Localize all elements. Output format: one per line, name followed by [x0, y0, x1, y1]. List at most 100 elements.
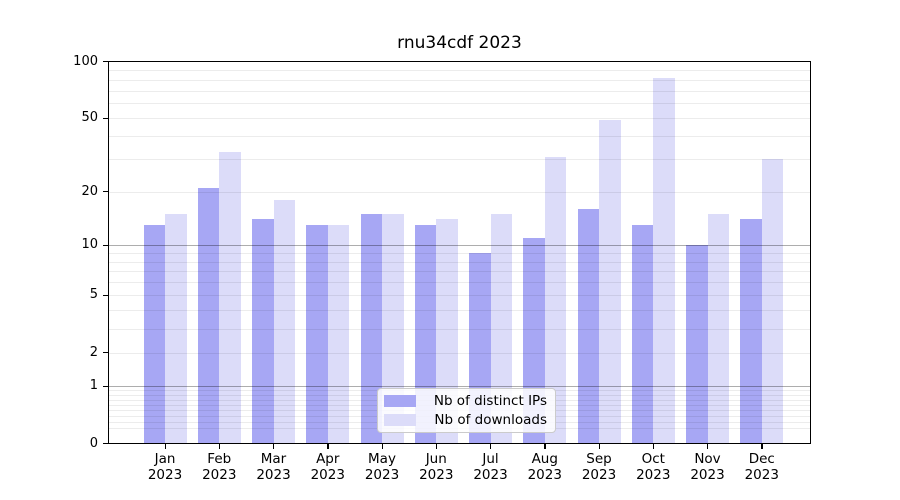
- y-tick: [102, 244, 108, 246]
- x-tick-label: Apr 2023: [293, 451, 363, 483]
- x-tick-label: Sep 2023: [564, 451, 634, 483]
- x-tick: [598, 444, 600, 449]
- x-tick-year: 2023: [527, 466, 562, 483]
- x-tick-year: 2023: [147, 466, 183, 483]
- major-gridline: [108, 386, 811, 388]
- legend: Nb of distinct IPs Nb of downloads: [377, 388, 556, 433]
- x-tick-month: Jan: [154, 451, 176, 467]
- y-tick: [102, 443, 108, 445]
- x-tick-label: Feb 2023: [184, 451, 254, 483]
- x-tick: [544, 444, 546, 449]
- x-tick-month: Feb: [207, 451, 232, 467]
- bar-downloads-dec: [761, 159, 784, 444]
- x-tick-month: Aug: [531, 451, 558, 467]
- bar-distinct-ips-nov: [686, 245, 708, 444]
- bar-distinct-ips-oct: [631, 225, 654, 444]
- x-tick-year: 2023: [256, 466, 291, 483]
- y-tick-label: 0: [89, 435, 98, 451]
- x-tick-month: Dec: [748, 451, 775, 467]
- y-tick: [102, 61, 108, 63]
- bar-downloads-may: [382, 214, 404, 444]
- legend-swatch-distinct-ips: [384, 395, 416, 408]
- legend-item-distinct-ips: Nb of distinct IPs: [384, 393, 547, 409]
- minor-gridline: [108, 352, 811, 354]
- bar-downloads-aug: [544, 156, 567, 444]
- y-tick: [102, 352, 108, 354]
- x-tick: [164, 444, 166, 449]
- bar-distinct-ips-feb: [197, 187, 220, 444]
- x-tick-month: Jul: [482, 451, 499, 467]
- minor-gridline: [108, 295, 811, 297]
- x-tick-year: 2023: [690, 466, 725, 483]
- x-tick-label: Nov 2023: [673, 451, 743, 483]
- x-tick: [273, 444, 275, 449]
- x-tick-label: May 2023: [347, 451, 417, 483]
- x-tick-year: 2023: [636, 466, 671, 483]
- x-tick-month: Jun: [425, 451, 447, 467]
- x-tick: [761, 444, 763, 449]
- x-tick-month: May: [368, 451, 396, 467]
- x-tick-label: Aug 2023: [510, 451, 580, 483]
- bar-downloads-jul: [490, 214, 512, 444]
- bar-downloads-feb: [219, 151, 241, 444]
- y-tick-label: 20: [81, 183, 98, 199]
- minor-gridline: [108, 261, 811, 263]
- bar-downloads-jun: [436, 219, 458, 444]
- x-tick-year: 2023: [473, 466, 508, 483]
- y-tick-label: 2: [89, 344, 98, 360]
- major-gridline: [108, 245, 811, 247]
- x-tick: [327, 444, 329, 449]
- x-tick: [381, 444, 383, 449]
- bar-downloads-mar: [273, 199, 295, 444]
- x-tick-year: 2023: [364, 466, 400, 483]
- x-tick-month: Mar: [260, 451, 287, 467]
- y-tick-label: 100: [73, 53, 98, 69]
- minor-gridline: [108, 282, 811, 284]
- bar-downloads-sep: [599, 119, 621, 444]
- bar-downloads-nov: [707, 214, 729, 444]
- bar-downloads-jan: [165, 214, 187, 444]
- x-tick-label: Jul 2023: [456, 451, 526, 483]
- y-tick-label: 50: [81, 110, 98, 126]
- minor-gridline: [108, 191, 811, 193]
- y-tick: [102, 294, 108, 296]
- x-tick-year: 2023: [310, 466, 345, 483]
- y-tick: [102, 117, 108, 119]
- minor-gridline: [108, 328, 811, 330]
- minor-gridline: [108, 90, 811, 92]
- bar-distinct-ips-may: [360, 214, 382, 444]
- x-tick: [490, 444, 492, 449]
- minor-gridline: [108, 252, 811, 254]
- minor-gridline: [108, 136, 811, 138]
- y-tick-label: 1: [89, 378, 98, 394]
- x-tick-label: Jun 2023: [401, 451, 471, 483]
- x-tick: [435, 444, 438, 449]
- x-tick-month: Nov: [694, 451, 721, 467]
- bar-distinct-ips-dec: [740, 219, 762, 444]
- bar-distinct-ips-apr: [306, 225, 328, 444]
- x-tick-label: Mar 2023: [239, 451, 309, 483]
- x-tick-year: 2023: [419, 466, 454, 483]
- chart-title: rnu34cdf 2023: [397, 33, 522, 53]
- x-tick-month: Sep: [586, 451, 612, 467]
- bar-distinct-ips-mar: [252, 219, 274, 444]
- minor-gridline: [108, 103, 811, 105]
- x-tick-month: Apr: [316, 451, 340, 467]
- minor-gridline: [108, 70, 811, 72]
- y-tick: [102, 385, 108, 387]
- y-tick-label: 10: [81, 237, 98, 253]
- minor-gridline: [108, 79, 811, 81]
- x-tick-label: Jan 2023: [130, 451, 200, 483]
- bar-downloads-apr: [327, 225, 350, 444]
- x-tick-year: 2023: [202, 466, 237, 483]
- x-tick-label: Dec 2023: [727, 451, 797, 483]
- bar-distinct-ips-sep: [577, 208, 599, 444]
- y-tick: [102, 191, 108, 193]
- minor-gridline: [108, 118, 811, 120]
- x-tick: [707, 444, 709, 449]
- legend-label-distinct-ips: Nb of distinct IPs: [433, 393, 547, 410]
- y-tick-label: 5: [89, 287, 98, 303]
- bar-distinct-ips-jan: [143, 225, 165, 444]
- legend-label-downloads: Nb of downloads: [434, 411, 547, 428]
